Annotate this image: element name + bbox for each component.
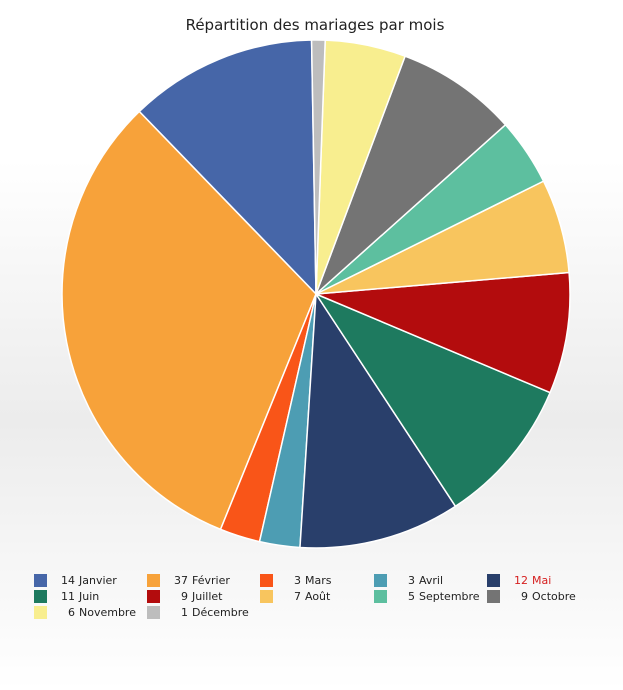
pie-slice-juillet[interactable] (315, 271, 571, 394)
legend-swatch (34, 573, 47, 587)
legend-label: Août (305, 589, 331, 603)
legend-swatch (487, 589, 500, 603)
legend-count: 7 (294, 589, 301, 603)
pie-chart (61, 39, 571, 549)
legend-label: Mars (305, 573, 332, 587)
legend-swatch (147, 589, 160, 603)
legend-label: Juillet (192, 589, 223, 603)
legend-count: 11 (61, 589, 75, 603)
legend-swatch (147, 605, 160, 619)
legend-label: Novembre (79, 605, 136, 619)
legend-swatch (374, 573, 387, 587)
legend-item-juin[interactable]: 11 Juin (34, 588, 99, 604)
legend-label: Juin (79, 589, 100, 603)
legend-count: 6 (68, 605, 75, 619)
legend-swatch (374, 589, 387, 603)
legend-label: Octobre (532, 589, 576, 603)
pie-slice-juin[interactable] (315, 293, 551, 508)
legend-swatch (34, 605, 47, 619)
legend-label: Février (192, 573, 230, 587)
legend-item-juillet[interactable]: 9 Juillet (147, 588, 222, 604)
pie-slice-mai[interactable] (299, 293, 457, 549)
legend-item-avril[interactable]: 3 Avril (374, 572, 443, 588)
legend-label: Janvier (79, 573, 117, 587)
pie-slice-octobre[interactable] (315, 55, 507, 295)
pie-slice-decembre[interactable] (310, 39, 326, 295)
legend-item-septembre[interactable]: 5 Septembre (374, 588, 480, 604)
legend-item-decembre[interactable]: 1 Décembre (147, 604, 249, 620)
legend-label: Avril (419, 573, 444, 587)
legend-item-fevrier[interactable]: 37 Février (147, 572, 230, 588)
legend-count: 9 (521, 589, 528, 603)
legend-swatch (147, 573, 160, 587)
legend-count: 3 (408, 573, 415, 587)
legend-swatch (487, 573, 500, 587)
legend-count: 1 (181, 605, 188, 619)
pie-slice-fevrier[interactable] (61, 110, 317, 531)
legend-count: 5 (408, 589, 415, 603)
legend-swatch (34, 589, 47, 603)
legend-item-mai[interactable]: 12 Mai (487, 572, 551, 588)
legend-count: 3 (294, 573, 301, 587)
legend-item-janvier[interactable]: 14 Janvier (34, 572, 117, 588)
legend-item-novembre[interactable]: 6 Novembre (34, 604, 136, 620)
pie-slice-janvier[interactable] (138, 39, 317, 295)
legend-swatch (260, 589, 273, 603)
legend-count: 12 (514, 573, 528, 587)
legend-swatch (260, 573, 273, 587)
legend-item-mars[interactable]: 3 Mars (260, 572, 332, 588)
legend-label: Mai (532, 573, 552, 587)
legend-label: Septembre (419, 589, 480, 603)
legend-label: Décembre (192, 605, 249, 619)
legend-item-octobre[interactable]: 9 Octobre (487, 588, 576, 604)
legend-count: 37 (174, 573, 188, 587)
legend-item-aout[interactable]: 7 Août (260, 588, 330, 604)
legend-count: 9 (181, 589, 188, 603)
legend-count: 14 (61, 573, 75, 587)
chart-title: Répartition des mariages par mois (185, 16, 445, 34)
